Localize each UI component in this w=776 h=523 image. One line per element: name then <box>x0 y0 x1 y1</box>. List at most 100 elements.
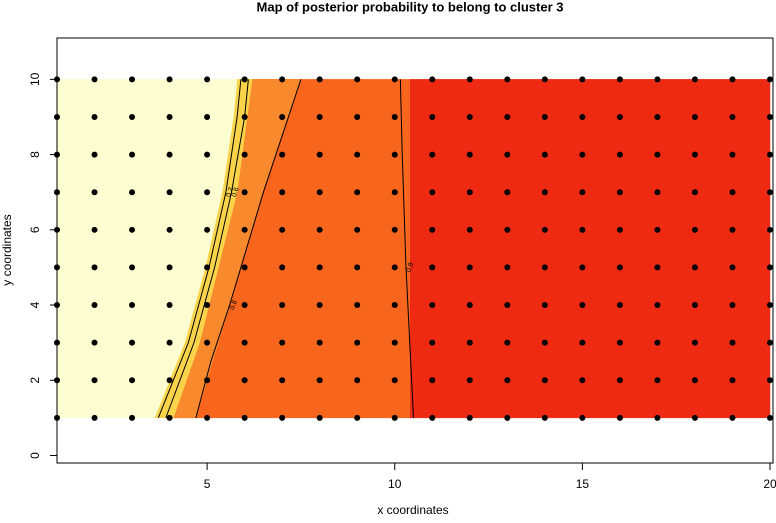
grid-point <box>354 264 361 271</box>
grid-point <box>466 76 473 83</box>
grid-point <box>616 302 623 309</box>
grid-point <box>466 377 473 384</box>
grid-point <box>541 189 548 196</box>
grid-point <box>429 264 436 271</box>
grid-point <box>579 302 586 309</box>
grid-point <box>729 151 736 158</box>
probability-region <box>56 79 238 419</box>
x-tick-label: 15 <box>576 477 590 491</box>
grid-point <box>729 113 736 120</box>
grid-point <box>129 151 136 158</box>
grid-point <box>541 414 548 421</box>
grid-point <box>504 377 511 384</box>
grid-point <box>166 113 173 120</box>
grid-point <box>204 377 211 384</box>
grid-point <box>391 151 398 158</box>
grid-point <box>166 76 173 83</box>
grid-point <box>691 414 698 421</box>
grid-point <box>616 76 623 83</box>
grid-point <box>729 302 736 309</box>
grid-point <box>354 189 361 196</box>
y-axis-label: y coordinates <box>0 214 14 285</box>
contour-line <box>165 79 249 419</box>
grid-point <box>579 414 586 421</box>
grid-point <box>429 76 436 83</box>
grid-point <box>166 189 173 196</box>
grid-point <box>654 339 661 346</box>
grid-point <box>91 189 98 196</box>
grid-point <box>616 189 623 196</box>
grid-point <box>354 76 361 83</box>
grid-point <box>767 264 773 271</box>
grid-point <box>279 151 286 158</box>
grid-point <box>504 302 511 309</box>
grid-point <box>316 226 323 233</box>
chart-title: Map of posterior probability to belong t… <box>257 0 564 14</box>
grid-point <box>504 151 511 158</box>
grid-point <box>541 339 548 346</box>
grid-point <box>654 377 661 384</box>
grid-point <box>429 302 436 309</box>
grid-point <box>391 113 398 120</box>
grid-point <box>241 339 248 346</box>
grid-point <box>204 226 211 233</box>
grid-point <box>616 226 623 233</box>
grid-point <box>429 377 436 384</box>
contour-label: 0.6 <box>231 186 241 198</box>
grid-point <box>204 189 211 196</box>
grid-point <box>691 76 698 83</box>
grid-point <box>691 151 698 158</box>
grid-point <box>204 414 211 421</box>
grid-point <box>354 113 361 120</box>
probability-region <box>409 79 771 419</box>
grid-point <box>204 113 211 120</box>
grid-point <box>466 189 473 196</box>
contour-label: 0.9 <box>405 262 415 274</box>
grid-point <box>729 76 736 83</box>
grid-point <box>466 264 473 271</box>
grid-point <box>91 226 98 233</box>
grid-point <box>241 113 248 120</box>
grid-point <box>429 113 436 120</box>
grid-point <box>316 339 323 346</box>
grid-point <box>354 414 361 421</box>
grid-point <box>767 113 773 120</box>
grid-point <box>504 76 511 83</box>
grid-point <box>204 339 211 346</box>
grid-point <box>279 113 286 120</box>
grid-point <box>541 377 548 384</box>
y-tick-label: 10 <box>28 72 42 86</box>
grid-point <box>466 414 473 421</box>
grid-point <box>729 377 736 384</box>
grid-point <box>654 414 661 421</box>
grid-point <box>391 339 398 346</box>
grid-point <box>654 226 661 233</box>
grid-point <box>541 264 548 271</box>
grid-point <box>129 189 136 196</box>
grid-point <box>654 113 661 120</box>
grid-point <box>616 339 623 346</box>
x-tick-label: 10 <box>388 477 402 491</box>
grid-point <box>166 226 173 233</box>
grid-point <box>279 414 286 421</box>
grid-point <box>466 151 473 158</box>
grid-point <box>466 339 473 346</box>
grid-point <box>241 414 248 421</box>
grid-point <box>166 264 173 271</box>
grid-point <box>729 189 736 196</box>
grid-point <box>354 339 361 346</box>
grid-point <box>616 377 623 384</box>
grid-point <box>241 76 248 83</box>
grid-point <box>129 76 136 83</box>
grid-point <box>279 76 286 83</box>
grid-point <box>691 377 698 384</box>
grid-point <box>391 302 398 309</box>
grid-point <box>579 76 586 83</box>
grid-point <box>504 339 511 346</box>
grid-point <box>166 151 173 158</box>
grid-point <box>354 302 361 309</box>
grid-point <box>204 264 211 271</box>
grid-point <box>316 113 323 120</box>
grid-point <box>166 339 173 346</box>
y-tick-label: 8 <box>28 151 42 158</box>
